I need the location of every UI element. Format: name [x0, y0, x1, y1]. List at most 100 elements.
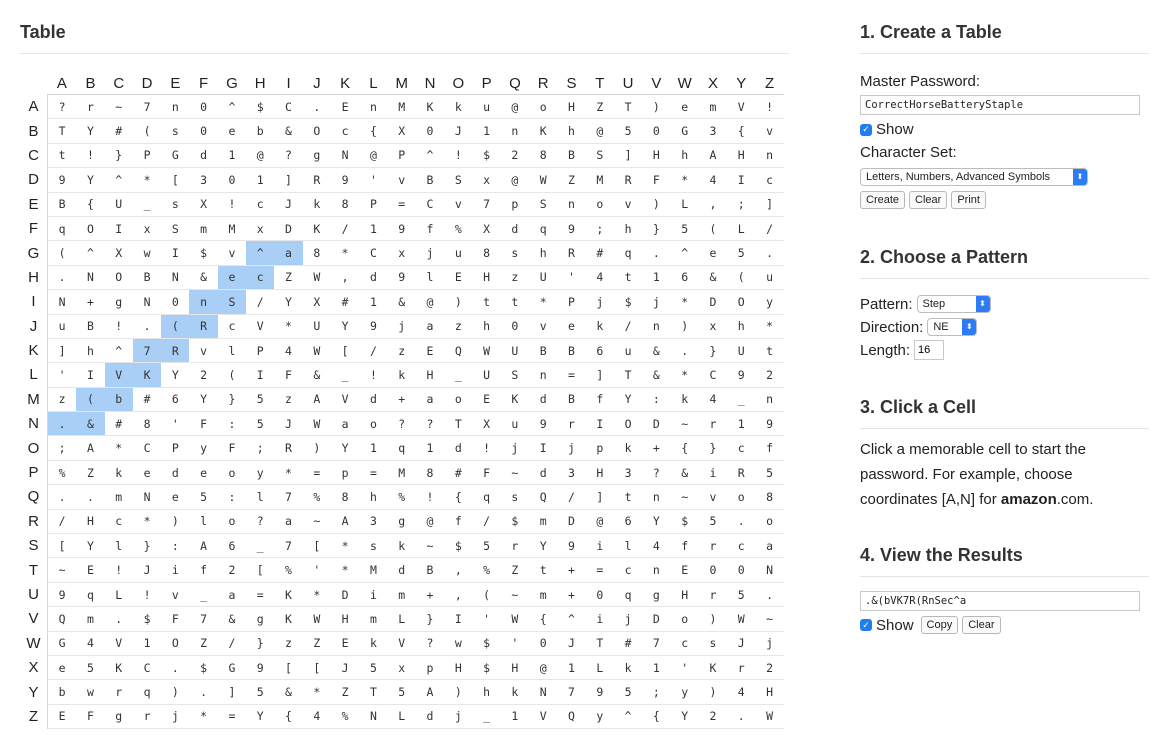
grid-cell[interactable]: d — [415, 704, 445, 730]
grid-cell[interactable]: z — [500, 265, 530, 291]
grid-cell[interactable]: q — [47, 216, 77, 242]
grid-cell[interactable]: Z — [330, 679, 360, 705]
grid-cell[interactable]: $ — [189, 240, 218, 266]
grid-cell[interactable]: 5 — [76, 655, 105, 681]
grid-cell[interactable]: 0 — [217, 167, 247, 193]
highlighted-cell[interactable]: ( — [161, 314, 190, 339]
grid-cell[interactable]: N — [47, 289, 77, 315]
grid-cell[interactable]: Y — [246, 704, 275, 730]
grid-cell[interactable]: A — [698, 143, 728, 169]
grid-cell[interactable]: L — [585, 655, 614, 681]
grid-cell[interactable]: ) — [642, 192, 671, 217]
grid-cell[interactable]: c — [727, 435, 756, 461]
grid-cell[interactable]: 8 — [755, 484, 784, 510]
pattern-select[interactable]: Step ⬍ — [916, 295, 991, 313]
grid-cell[interactable]: Z — [76, 460, 105, 486]
grid-cell[interactable]: a — [755, 533, 784, 559]
grid-cell[interactable]: c — [727, 533, 756, 559]
grid-cell[interactable]: S — [585, 143, 614, 169]
grid-cell[interactable]: X — [472, 411, 501, 437]
grid-cell[interactable]: Y — [670, 704, 699, 730]
grid-cell[interactable]: 9 — [387, 216, 416, 242]
grid-cell[interactable]: 5 — [472, 533, 501, 559]
grid-cell[interactable]: c — [670, 631, 699, 656]
grid-cell[interactable]: _ — [727, 387, 756, 413]
grid-cell[interactable]: T — [47, 118, 77, 144]
grid-cell[interactable]: F — [642, 167, 671, 193]
grid-cell[interactable]: F — [274, 362, 303, 388]
highlighted-cell[interactable]: n — [189, 289, 218, 315]
grid-cell[interactable]: a — [274, 509, 303, 535]
grid-cell[interactable]: h — [472, 679, 501, 705]
grid-cell[interactable]: H — [330, 606, 360, 632]
grid-cell[interactable]: . — [189, 679, 218, 705]
grid-cell[interactable]: { — [529, 606, 558, 632]
grid-cell[interactable]: e — [189, 460, 218, 486]
grid-cell[interactable]: . — [132, 314, 162, 339]
grid-cell[interactable]: H — [500, 655, 530, 681]
grid-cell[interactable]: 0 — [642, 118, 671, 144]
grid-cell[interactable]: 1 — [642, 655, 671, 681]
grid-cell[interactable]: c — [246, 192, 275, 217]
grid-cell[interactable]: 6 — [161, 387, 190, 413]
grid-cell[interactable]: W — [755, 704, 784, 730]
grid-cell[interactable]: I — [529, 435, 558, 461]
grid-cell[interactable]: n — [500, 118, 530, 144]
grid-cell[interactable]: = — [557, 362, 586, 388]
grid-cell[interactable]: B — [47, 192, 77, 217]
grid-cell[interactable]: 4 — [274, 338, 303, 364]
grid-cell[interactable]: ! — [132, 582, 162, 608]
grid-cell[interactable]: F — [161, 606, 190, 632]
grid-cell[interactable]: ? — [274, 143, 303, 169]
grid-cell[interactable]: 7 — [557, 679, 586, 705]
grid-cell[interactable]: u — [472, 94, 501, 120]
grid-cell[interactable]: [ — [274, 655, 303, 681]
grid-cell[interactable]: { — [727, 118, 756, 144]
grid-cell[interactable]: w — [132, 240, 162, 266]
grid-cell[interactable]: F — [76, 704, 105, 730]
grid-cell[interactable]: s — [161, 192, 190, 217]
grid-cell[interactable]: V — [104, 631, 133, 656]
grid-cell[interactable]: O — [161, 631, 190, 656]
grid-cell[interactable]: a — [415, 387, 445, 413]
grid-cell[interactable]: / — [246, 289, 275, 315]
grid-cell[interactable]: * — [302, 582, 331, 608]
grid-cell[interactable]: 5 — [613, 118, 643, 144]
grid-cell[interactable]: T — [613, 362, 643, 388]
grid-cell[interactable]: * — [755, 314, 784, 339]
grid-cell[interactable]: i — [585, 533, 614, 559]
grid-cell[interactable]: A — [76, 435, 105, 461]
grid-cell[interactable]: J — [727, 631, 756, 656]
grid-cell[interactable]: K — [500, 387, 530, 413]
grid-cell[interactable]: L — [387, 606, 416, 632]
grid-cell[interactable]: = — [217, 704, 247, 730]
grid-cell[interactable]: Y — [189, 387, 218, 413]
grid-cell[interactable]: O — [104, 265, 133, 291]
grid-cell[interactable]: 5 — [189, 484, 218, 510]
grid-cell[interactable]: . — [670, 338, 699, 364]
highlighted-cell[interactable]: b — [104, 387, 133, 413]
grid-cell[interactable]: 0 — [161, 289, 190, 315]
grid-cell[interactable]: n — [557, 192, 586, 217]
grid-cell[interactable]: _ — [472, 704, 501, 730]
grid-cell[interactable]: r — [698, 582, 728, 608]
grid-cell[interactable]: * — [330, 557, 360, 583]
grid-cell[interactable]: V — [246, 314, 275, 339]
grid-cell[interactable]: U — [104, 192, 133, 217]
grid-cell[interactable]: & — [189, 265, 218, 291]
grid-cell[interactable]: R — [613, 167, 643, 193]
grid-cell[interactable]: 5 — [670, 216, 699, 242]
grid-cell[interactable]: L — [387, 704, 416, 730]
grid-cell[interactable]: m — [359, 606, 388, 632]
grid-cell[interactable]: 8 — [132, 411, 162, 437]
grid-cell[interactable]: ~ — [670, 411, 699, 437]
grid-cell[interactable]: 9 — [330, 167, 360, 193]
grid-cell[interactable]: c — [217, 314, 247, 339]
grid-cell[interactable]: W — [472, 338, 501, 364]
grid-cell[interactable]: z — [444, 314, 473, 339]
grid-cell[interactable]: A — [302, 387, 331, 413]
grid-cell[interactable]: * — [330, 533, 360, 559]
grid-cell[interactable]: / — [330, 216, 360, 242]
grid-cell[interactable]: @ — [415, 289, 445, 315]
grid-cell[interactable]: j — [387, 314, 416, 339]
